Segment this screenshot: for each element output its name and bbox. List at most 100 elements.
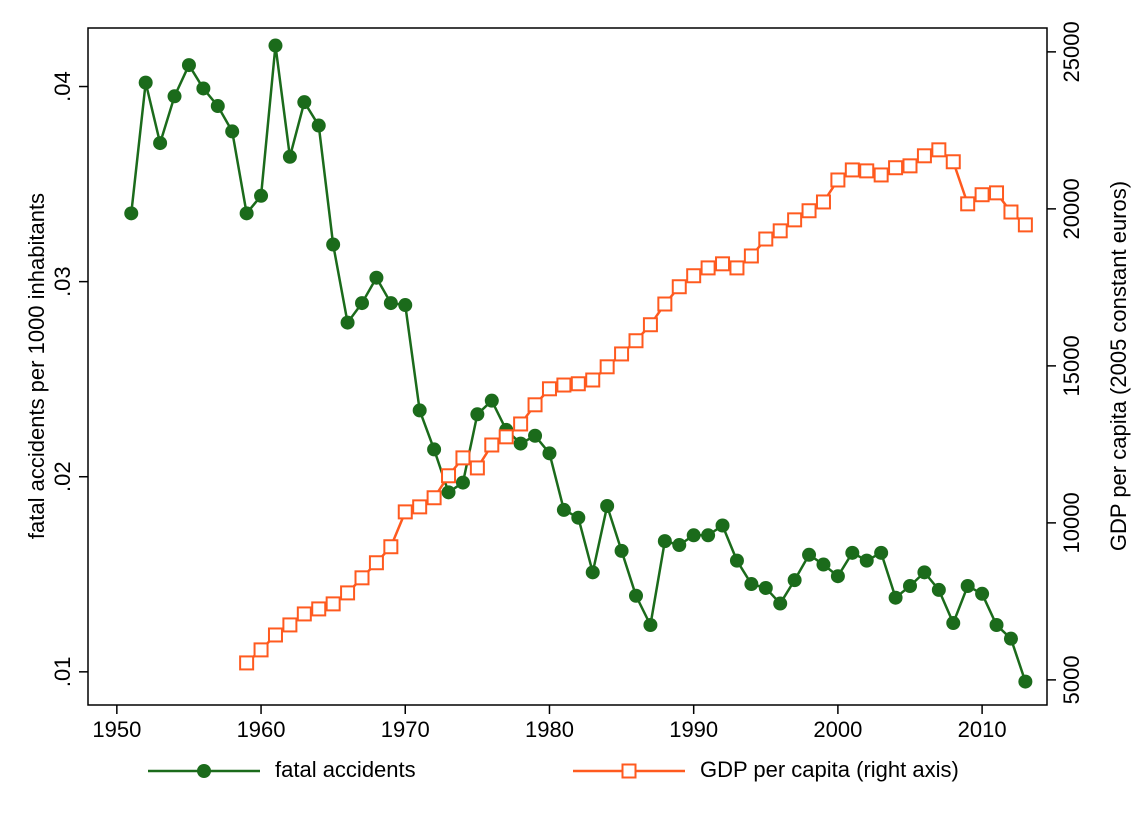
y2-tick-label: 15000 xyxy=(1059,335,1084,396)
data-point xyxy=(267,627,283,643)
data-point xyxy=(802,547,817,562)
legend-marker xyxy=(197,764,211,778)
data-point xyxy=(642,317,658,333)
data-point xyxy=(787,212,803,228)
data-point xyxy=(830,172,846,188)
data-point xyxy=(282,149,297,164)
data-point xyxy=(671,279,687,295)
y2-tick-label: 10000 xyxy=(1059,492,1084,553)
data-point xyxy=(758,580,773,595)
data-point xyxy=(570,376,586,392)
data-point xyxy=(340,585,356,601)
data-point xyxy=(989,185,1005,201)
data-point xyxy=(326,237,341,252)
data-point xyxy=(945,154,961,170)
data-point xyxy=(527,397,543,413)
data-point xyxy=(355,296,369,311)
data-point xyxy=(254,188,269,203)
data-point xyxy=(903,578,917,593)
legend-label: fatal accidents xyxy=(275,757,416,782)
data-point xyxy=(354,570,370,586)
data-point xyxy=(455,450,471,466)
y-tick-label: .04 xyxy=(50,71,75,102)
data-point xyxy=(830,569,845,584)
data-point xyxy=(167,89,182,104)
data-point xyxy=(801,203,817,219)
data-point xyxy=(815,194,831,210)
data-point xyxy=(614,543,629,558)
data-point xyxy=(845,545,860,560)
data-point xyxy=(1018,674,1033,689)
data-point xyxy=(600,498,615,513)
data-point xyxy=(974,187,990,203)
data-point xyxy=(412,499,428,515)
data-point xyxy=(874,545,889,560)
data-point xyxy=(931,142,947,158)
data-point xyxy=(484,393,499,408)
data-point xyxy=(571,510,586,525)
x-tick-label: 2000 xyxy=(813,717,862,742)
y-tick-label: .01 xyxy=(50,657,75,688)
data-point xyxy=(513,416,529,432)
data-point xyxy=(484,437,500,453)
data-point xyxy=(542,446,557,461)
data-point xyxy=(124,206,139,221)
data-point xyxy=(196,81,211,96)
data-point xyxy=(859,553,874,568)
data-point xyxy=(787,573,802,588)
data-point xyxy=(253,642,269,658)
legend-marker xyxy=(621,763,637,779)
data-point xyxy=(773,596,788,611)
data-point xyxy=(614,346,630,362)
data-point xyxy=(556,377,572,393)
data-point xyxy=(541,381,557,397)
x-tick-label: 1980 xyxy=(525,717,574,742)
data-point xyxy=(686,528,701,543)
data-point xyxy=(946,616,961,631)
data-point xyxy=(975,586,990,601)
data-point xyxy=(758,231,774,247)
data-point xyxy=(225,124,240,139)
series-line xyxy=(130,45,1027,682)
data-point xyxy=(239,655,255,671)
data-point xyxy=(686,268,702,284)
data-point xyxy=(455,475,470,490)
data-point xyxy=(917,565,932,580)
data-point xyxy=(369,270,384,285)
data-point xyxy=(513,436,528,451)
data-point xyxy=(210,99,225,114)
data-point xyxy=(643,618,658,633)
y-axis-title: fatal accidents per 1000 inhabitants xyxy=(24,193,49,539)
data-point xyxy=(701,528,716,543)
data-point xyxy=(989,618,1004,633)
data-point xyxy=(672,538,687,553)
data-point xyxy=(296,606,312,622)
x-tick-label: 2010 xyxy=(958,717,1007,742)
x-tick-label: 1950 xyxy=(92,717,141,742)
data-point xyxy=(657,296,673,312)
data-point xyxy=(383,296,398,311)
data-point xyxy=(268,38,283,53)
data-point xyxy=(412,403,427,418)
data-point xyxy=(873,167,889,183)
data-point xyxy=(888,590,903,605)
data-point xyxy=(729,553,744,568)
data-point xyxy=(772,223,788,239)
data-point xyxy=(629,588,643,603)
data-point xyxy=(844,162,860,178)
y2-tick-label: 25000 xyxy=(1059,21,1084,82)
data-point xyxy=(859,163,875,179)
data-point xyxy=(340,315,355,330)
data-point xyxy=(383,539,399,555)
data-point xyxy=(528,428,543,443)
data-point xyxy=(931,582,946,597)
y2-tick-label: 20000 xyxy=(1059,178,1084,239)
y-tick-label: .03 xyxy=(50,266,75,297)
y-tick-label: .02 xyxy=(50,461,75,492)
data-point xyxy=(469,460,485,476)
data-point xyxy=(743,248,759,264)
data-point xyxy=(599,359,615,375)
data-point xyxy=(1003,631,1018,646)
x-tick-label: 1990 xyxy=(669,717,718,742)
